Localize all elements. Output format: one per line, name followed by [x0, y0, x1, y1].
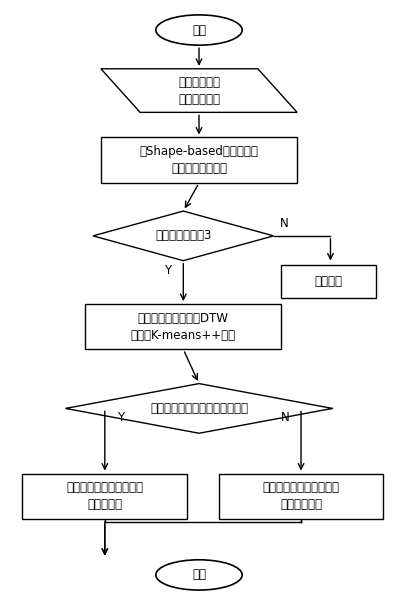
Text: 结束: 结束 — [192, 568, 206, 582]
Text: Y: Y — [117, 411, 124, 425]
Text: 子段数据量大于3: 子段数据量大于3 — [155, 229, 211, 243]
Polygon shape — [101, 69, 297, 112]
Text: 由Shape-based进行变点检
测，实现序列分段: 由Shape-based进行变点检 测，实现序列分段 — [140, 145, 258, 175]
Text: 读取待分析的
谐波监测数据: 读取待分析的 谐波监测数据 — [178, 76, 220, 106]
Text: 类别数量远小于数量最多的类别: 类别数量远小于数量最多的类别 — [150, 402, 248, 415]
Ellipse shape — [156, 560, 242, 590]
Bar — [22, 474, 187, 519]
Text: 数据异常: 数据异常 — [314, 275, 343, 288]
Text: N: N — [281, 411, 289, 425]
Bar — [281, 265, 376, 298]
Bar — [219, 474, 383, 519]
Text: N: N — [279, 217, 288, 230]
Polygon shape — [66, 384, 332, 433]
Text: 对应时段谐波趋势变化情
况出现异常: 对应时段谐波趋势变化情 况出现异常 — [66, 481, 143, 511]
Bar — [101, 137, 297, 183]
Text: 将各子序列进行基于DTW
距离的K-means++聚类: 将各子序列进行基于DTW 距离的K-means++聚类 — [131, 312, 236, 342]
Polygon shape — [93, 211, 273, 261]
Text: 分析时段内，未出现谐波
变化异常情况: 分析时段内，未出现谐波 变化异常情况 — [263, 481, 339, 511]
Text: 开始: 开始 — [192, 23, 206, 37]
Ellipse shape — [156, 15, 242, 45]
Text: Y: Y — [164, 264, 171, 277]
Bar — [85, 304, 281, 349]
